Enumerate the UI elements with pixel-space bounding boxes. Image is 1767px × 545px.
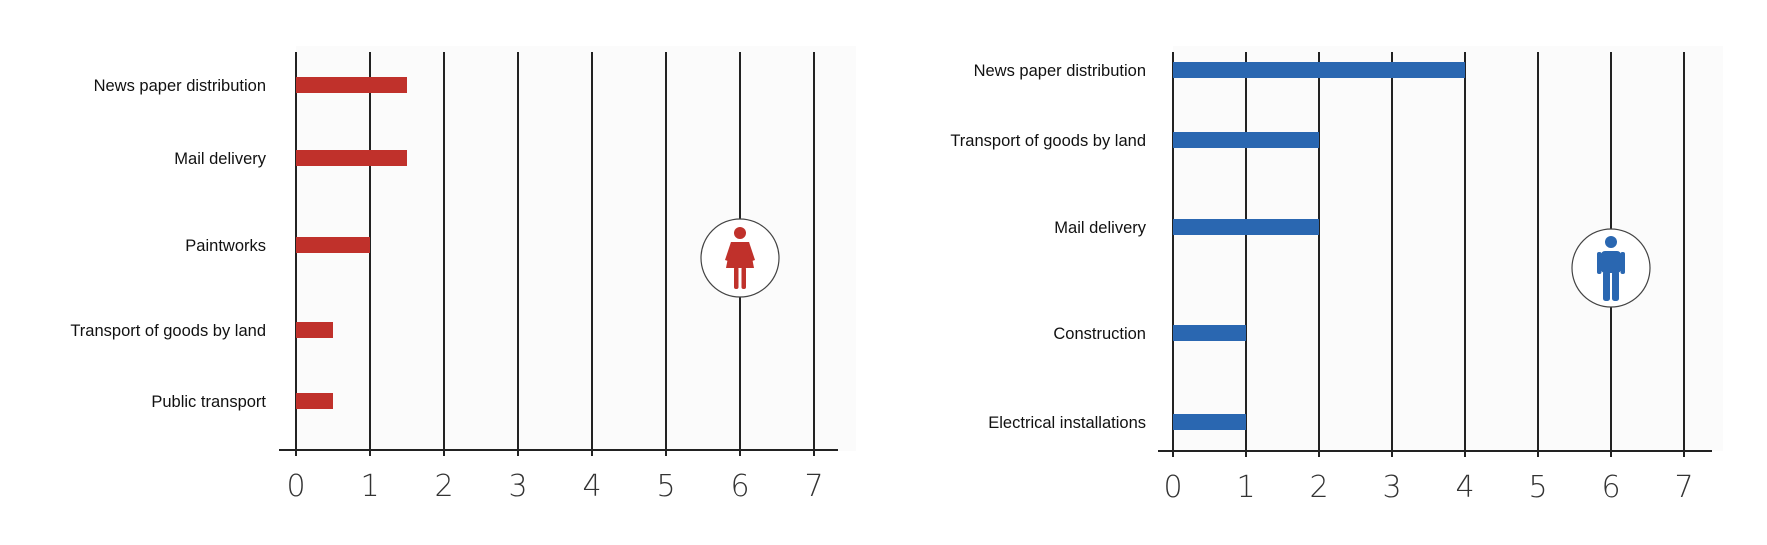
- bar: [296, 77, 407, 93]
- bar: [1173, 325, 1246, 341]
- x-tick-label: 2: [434, 469, 453, 504]
- x-tick-label: 0: [286, 469, 305, 504]
- icon-arm-left: [725, 242, 734, 261]
- x-tick-label: 6: [1601, 470, 1620, 505]
- x-tick-label: 7: [804, 469, 823, 504]
- x-tick-label: 7: [1674, 470, 1693, 505]
- category-label: Public transport: [151, 393, 266, 411]
- x-tick-label: 4: [1455, 470, 1474, 505]
- icon-head: [734, 227, 746, 239]
- icon-leg-right: [1612, 271, 1619, 301]
- icon-leg-left: [1603, 271, 1610, 301]
- bar: [1173, 132, 1319, 148]
- x-tick-label: 1: [1236, 470, 1255, 505]
- icon-head: [1605, 236, 1617, 248]
- male-person-icon: [1597, 236, 1625, 301]
- icon-arm-right: [1620, 252, 1625, 274]
- female-person-icon: [725, 227, 755, 289]
- category-label: Construction: [1053, 325, 1146, 343]
- x-tick-label: 4: [582, 469, 601, 504]
- bar: [296, 393, 333, 409]
- category-label: Mail delivery: [1054, 219, 1146, 237]
- category-label: Transport of goods by land: [70, 322, 266, 340]
- bar: [296, 150, 407, 166]
- x-tick-label: 3: [508, 469, 527, 504]
- bar: [1173, 219, 1319, 235]
- x-tick-label: 1: [360, 469, 379, 504]
- category-label: News paper distribution: [974, 62, 1146, 80]
- icon-leg-right: [741, 267, 746, 289]
- icon-torso: [1601, 251, 1621, 273]
- bar: [296, 237, 370, 253]
- x-tick-label: 3: [1382, 470, 1401, 505]
- x-tick-label: 6: [730, 469, 749, 504]
- category-label: Paintworks: [185, 237, 266, 255]
- chart-female: 0 1 2 3 4 5 6 7 News paper distribution Mail deli…: [70, 46, 856, 504]
- bar: [1173, 414, 1246, 430]
- icon-arm-right: [746, 242, 755, 261]
- category-label: Transport of goods by land: [950, 132, 1146, 150]
- x-tick-label: 0: [1163, 470, 1182, 505]
- category-label: Electrical installations: [988, 414, 1146, 432]
- x-tick-label: 2: [1309, 470, 1328, 505]
- category-label: Mail delivery: [174, 150, 266, 168]
- chart-male: 0 1 2 3 4 5 6 7 News paper distribution Transport…: [950, 46, 1723, 505]
- x-tick-label: 5: [656, 469, 675, 504]
- bar: [1173, 62, 1465, 78]
- category-label: News paper distribution: [94, 77, 266, 95]
- icon-leg-left: [734, 267, 739, 289]
- x-tick-label: 5: [1528, 470, 1547, 505]
- bar: [296, 322, 333, 338]
- icon-arm-left: [1597, 252, 1602, 274]
